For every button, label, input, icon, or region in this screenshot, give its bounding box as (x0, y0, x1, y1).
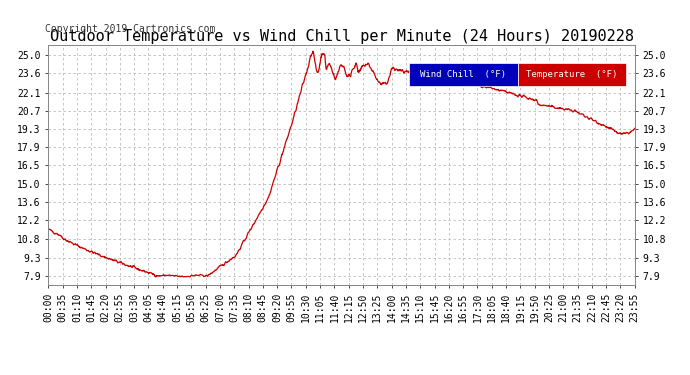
FancyBboxPatch shape (409, 63, 518, 86)
Text: Temperature  (°F): Temperature (°F) (526, 70, 618, 79)
FancyBboxPatch shape (518, 63, 626, 86)
Text: Copyright 2019 Cartronics.com: Copyright 2019 Cartronics.com (45, 24, 215, 34)
Title: Outdoor Temperature vs Wind Chill per Minute (24 Hours) 20190228: Outdoor Temperature vs Wind Chill per Mi… (50, 29, 633, 44)
Text: Wind Chill  (°F): Wind Chill (°F) (420, 70, 506, 79)
